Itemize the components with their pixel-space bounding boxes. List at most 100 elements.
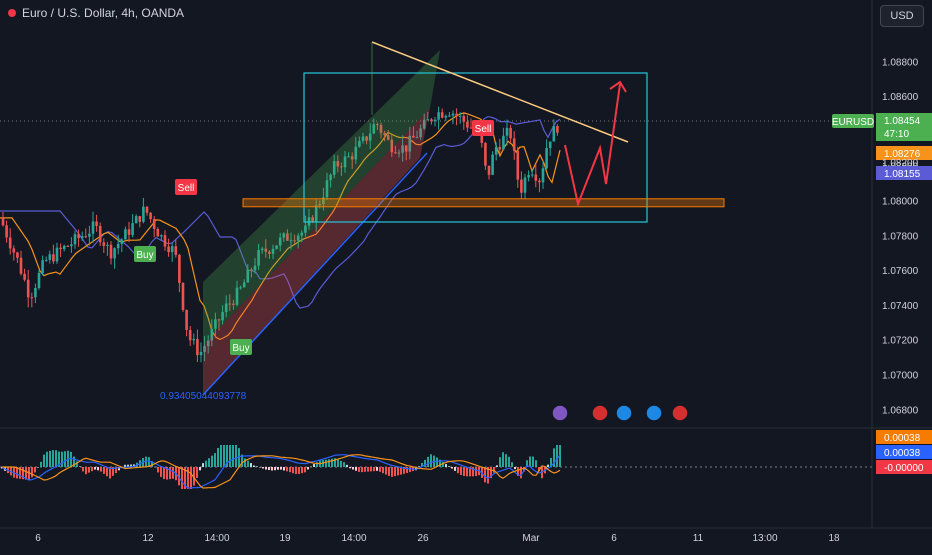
macd-histogram-bar [112,467,114,476]
macd-histogram-bar [214,453,216,467]
candle-body [95,221,98,226]
candle-body [70,244,73,247]
macd-histogram-bar [382,467,384,474]
macd-histogram-bar [334,458,336,467]
candle-body [174,246,178,255]
macd-histogram-bar [304,467,306,473]
signal-text: Buy [232,343,249,354]
candle-body [271,248,275,254]
candle-body [160,235,163,237]
macd-histogram-bar [535,460,537,467]
candle-body [275,245,278,249]
macd-histogram-bar [277,467,279,470]
candle-body [206,340,210,347]
candle-body [552,126,556,142]
y-tick-label: 1.07800 [882,231,919,242]
macd-histogram-bar [151,461,153,467]
macd-tag-bg [876,460,932,474]
signal-buy-label: Buy [134,246,156,262]
candle-body [102,242,106,246]
candle-body [516,150,520,180]
x-tick-label: 12 [142,533,154,544]
macd-histogram-bar [91,467,93,472]
candle-body [332,161,336,175]
macd-histogram-bar [115,467,117,474]
macd-histogram-bar [460,467,462,476]
candle-body [12,248,16,253]
candle-body [134,216,138,224]
candle-body [145,206,149,213]
macd-histogram-bar [391,467,393,477]
macd-histogram-bar [445,464,447,467]
candle-body [541,168,545,183]
macd-histogram-bar [169,467,171,480]
candle-body [98,225,102,243]
candle-body [523,177,527,193]
currency-button[interactable]: USD [880,5,924,27]
candle-body [289,240,293,242]
macd-histogram-bar [292,467,294,474]
macd-histogram-bar [196,467,198,478]
y-tick-label: 1.08800 [882,57,919,68]
macd-histogram-bar [61,451,63,467]
macd-histogram-bar [556,445,558,467]
macd-histogram-bar [472,467,474,477]
x-tick-label: 19 [279,533,291,544]
macd-histogram-bar [79,466,81,467]
candle-body [163,235,167,247]
candle-body [318,204,322,206]
symbol-title: Euro / U.S. Dollar, 4h, OANDA [22,6,185,20]
candle-body [242,282,246,288]
macd-histogram-bar [400,467,402,475]
macd-histogram-bar [70,451,72,467]
candle-body [440,112,444,118]
x-tick-label: 11 [693,533,704,544]
candle-body [286,233,289,241]
candle-body [5,225,8,238]
candle-body [397,152,401,154]
candle-body [534,174,538,181]
macd-histogram-bar [34,467,36,473]
macd-histogram-bar [490,467,492,479]
currency-button-label: USD [890,10,914,22]
candle-body [296,235,300,241]
candle-body [394,152,397,154]
candle-body [502,135,505,150]
last-price-tag: EURUSD 1.08454 47:10 [832,113,932,141]
candle-body [88,233,91,237]
y-tick-label: 1.08600 [882,92,919,103]
candle-body [354,146,358,160]
macd-histogram-bar [58,451,60,467]
candle-body [210,328,214,341]
macd-histogram-bar [346,464,348,467]
macd-histogram-bar [244,458,246,467]
macd-histogram-bar [241,454,243,467]
macd-histogram-bar [469,467,471,477]
candle-body [66,245,70,247]
macd-histogram-bar [463,467,465,477]
candle-body [19,257,23,274]
macd-histogram-bar [220,445,222,467]
candle-body [556,126,559,133]
macd-histogram-bar [310,466,312,468]
candle-body [109,244,113,259]
price-tag-bg [876,113,932,141]
candle-body [304,225,307,233]
x-tick-label: 14:00 [204,533,229,544]
candle-body [217,319,221,321]
candle-body [106,244,109,246]
candle-body [239,287,242,289]
macd-histogram-bar [274,467,276,471]
candle-body [365,136,368,141]
macd-histogram-bar [559,445,561,467]
macd-tag-value: 0.00038 [884,448,921,459]
x-tick-label: 14:00 [341,533,366,544]
macd-histogram-bar [256,466,258,467]
candle-body [62,245,66,250]
candle-body [487,165,491,175]
macd-histogram-bar [22,467,24,480]
candle-body [224,303,228,313]
macd-histogram-bar [376,467,378,471]
